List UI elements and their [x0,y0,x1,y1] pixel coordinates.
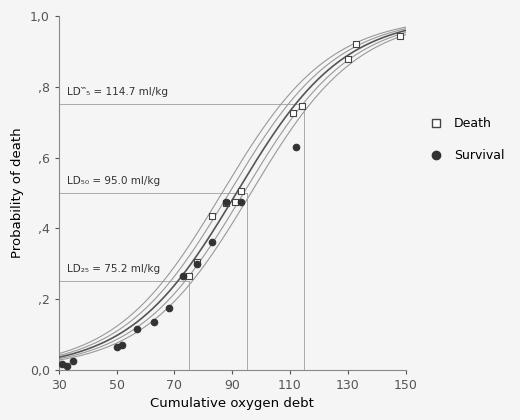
Point [344,55,352,62]
Point [231,198,239,205]
Point [193,260,202,267]
Text: LD₂₅ = 75.2 ml/kg: LD₂₅ = 75.2 ml/kg [68,264,161,274]
Point [179,273,187,279]
Point [292,144,300,150]
Point [208,239,216,246]
Point [69,357,77,364]
Text: LD₅₀ = 95.0 ml/kg: LD₅₀ = 95.0 ml/kg [68,176,161,186]
Point [222,200,230,207]
X-axis label: Cumulative oxygen debt: Cumulative oxygen debt [150,397,314,410]
Point [118,341,126,348]
Point [237,188,245,194]
Point [185,273,193,279]
Point [57,361,66,368]
Point [289,110,297,117]
Point [237,198,245,205]
Point [164,304,173,311]
Text: LD‷₅ = 114.7 ml/kg: LD‷₅ = 114.7 ml/kg [68,87,168,97]
Point [150,318,158,325]
Point [63,363,72,370]
Point [193,258,202,265]
Point [222,198,230,205]
Point [133,326,141,332]
Point [208,213,216,219]
Y-axis label: Probability of death: Probability of death [11,128,24,258]
Point [112,343,121,350]
Legend: Death, Survival: Death, Survival [419,113,509,167]
Point [352,41,360,48]
Point [396,32,404,39]
Point [297,103,306,110]
